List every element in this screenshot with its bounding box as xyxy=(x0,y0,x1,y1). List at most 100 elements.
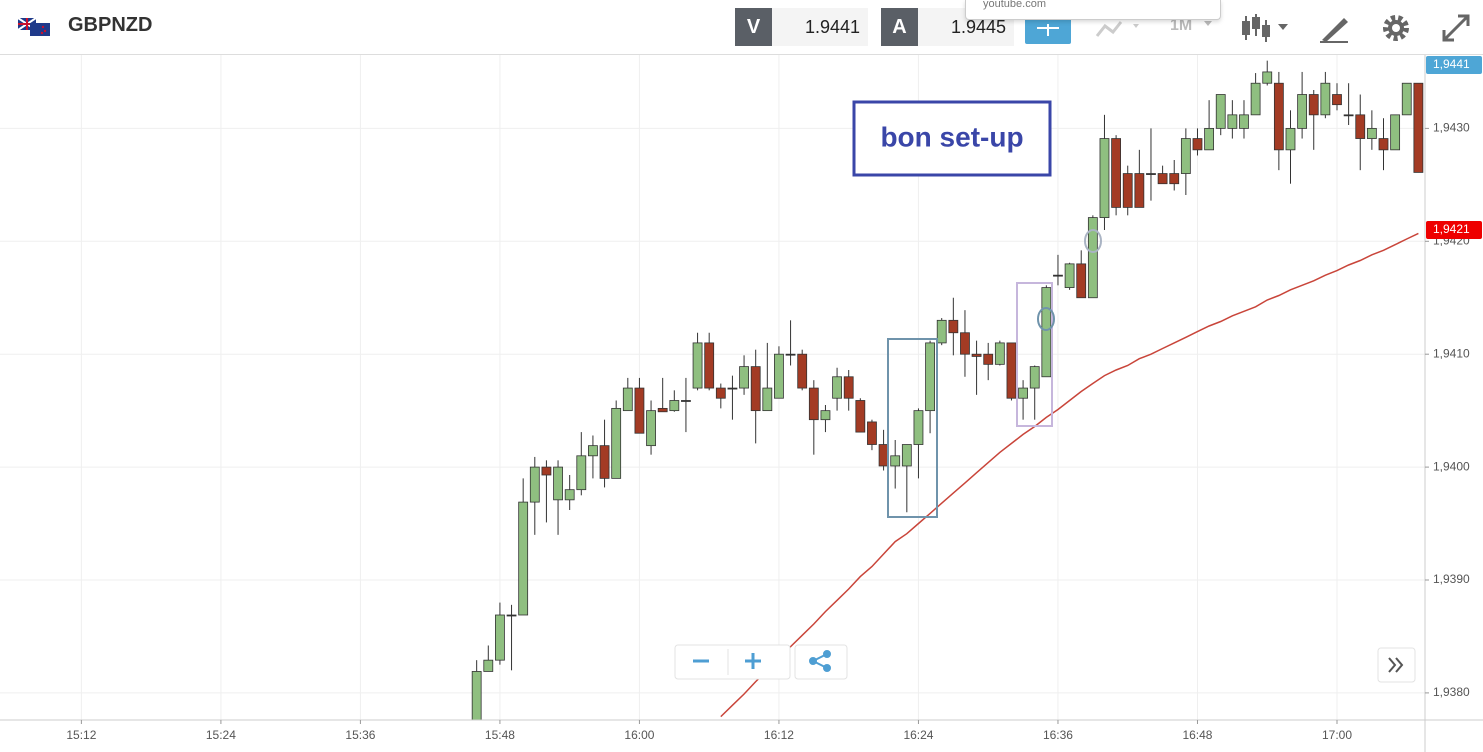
candle-body xyxy=(1215,94,1226,129)
candle-body xyxy=(1262,71,1273,84)
candle-body xyxy=(1029,366,1040,389)
candle-body xyxy=(867,421,877,445)
candle-body xyxy=(797,353,808,389)
candle-body xyxy=(1413,82,1424,173)
candle-body xyxy=(855,400,866,433)
candle-body xyxy=(1308,94,1319,116)
candle-body xyxy=(832,376,842,399)
candle-body xyxy=(890,455,901,467)
zoom-in[interactable] xyxy=(745,653,761,669)
x-tick-label: 15:12 xyxy=(66,728,96,742)
candle-body xyxy=(588,445,598,457)
x-tick-label: 16:36 xyxy=(1043,728,1073,742)
draw-button[interactable] xyxy=(1318,12,1350,44)
x-tick-label: 15:48 xyxy=(485,728,515,742)
candle-body xyxy=(1169,173,1180,185)
candle-body xyxy=(541,466,552,476)
moving-average xyxy=(720,232,1419,718)
candles-button[interactable] xyxy=(1240,12,1292,44)
candle-body xyxy=(960,332,970,355)
scroll-icon xyxy=(1388,657,1404,673)
price-tag xyxy=(1426,56,1482,74)
x-tick-label: 16:12 xyxy=(764,728,794,742)
candle-body xyxy=(808,387,819,421)
candle-body xyxy=(564,489,575,501)
candle-body xyxy=(471,671,482,720)
y-axis-panel xyxy=(1425,55,1483,720)
url-popup: youtube.com xyxy=(965,0,1221,20)
price-tag-label: 1,9421 xyxy=(1433,222,1470,236)
candle-body xyxy=(1355,114,1366,139)
share-icon xyxy=(809,650,831,672)
candle-body xyxy=(1332,94,1342,106)
x-tick-label: 16:48 xyxy=(1182,728,1212,742)
crosshair-button[interactable] xyxy=(1025,12,1071,44)
flag-icon xyxy=(18,18,50,36)
marker-circle xyxy=(1037,307,1055,331)
candle-body xyxy=(518,501,529,616)
candle-body xyxy=(774,353,784,399)
candle-body xyxy=(599,445,610,479)
timeframe-button[interactable]: 1M xyxy=(1170,17,1193,34)
candle-body xyxy=(1006,342,1017,399)
candle-body xyxy=(1366,127,1377,139)
candle-body xyxy=(1297,94,1308,129)
sell-price: 1.9441 xyxy=(772,8,868,46)
candle-body xyxy=(727,387,738,390)
candle-body xyxy=(1285,127,1296,151)
candle-body xyxy=(692,342,703,389)
candle-body xyxy=(1320,82,1331,116)
y-tick-label: 1,9380 xyxy=(1433,685,1470,699)
candle-body xyxy=(622,387,633,412)
candle-body xyxy=(1111,138,1121,208)
candle-body xyxy=(994,342,1005,365)
y-tick-label: 1,9390 xyxy=(1433,572,1470,586)
zoom-controls xyxy=(674,644,1416,683)
candle-body xyxy=(657,407,668,413)
candle-body xyxy=(971,353,982,357)
annotation: bon set-up xyxy=(880,121,1023,152)
price-tag-label: 1,9441 xyxy=(1433,57,1470,71)
setup-box xyxy=(1016,282,1053,427)
scroll-end-button[interactable] xyxy=(1377,647,1416,683)
sell-button[interactable]: V xyxy=(735,8,772,46)
candle-body xyxy=(483,659,494,672)
settings-button[interactable] xyxy=(1380,12,1412,44)
fullscreen-button[interactable] xyxy=(1440,12,1472,44)
candle-body xyxy=(762,387,773,412)
share-button[interactable] xyxy=(794,644,848,680)
y-tick-label: 1,9400 xyxy=(1433,459,1470,473)
axes: 1,93801,93901,94001,94101,94201,943015:1… xyxy=(0,55,1483,752)
zoom-group xyxy=(674,644,791,680)
candle-body xyxy=(1250,82,1261,116)
x-tick-label: 17:00 xyxy=(1322,728,1352,742)
y-tick-label: 1,9430 xyxy=(1433,121,1470,135)
marker-circle xyxy=(1084,229,1102,253)
setup-box xyxy=(887,338,938,518)
candle-body xyxy=(1343,114,1354,117)
chart-type-button[interactable] xyxy=(1095,16,1145,40)
drawings: bon set-up xyxy=(852,100,1102,518)
candle-body xyxy=(1041,287,1052,378)
plot-area xyxy=(471,60,1424,720)
candle-body xyxy=(715,387,726,399)
candle-body xyxy=(983,353,994,365)
candle-body xyxy=(1053,274,1063,277)
symbol: GBPNZD xyxy=(68,14,153,36)
candle-body xyxy=(611,407,622,479)
x-tick-label: 15:24 xyxy=(206,728,236,742)
candle-body xyxy=(576,455,587,491)
candle-body xyxy=(634,387,645,434)
buy-button[interactable]: A xyxy=(881,8,918,46)
candle-body xyxy=(785,353,796,356)
candle-body xyxy=(739,366,749,389)
candle-body xyxy=(1239,114,1249,129)
x-tick-label: 15:36 xyxy=(345,728,375,742)
dropdown-arrow xyxy=(1204,21,1212,26)
candle-body xyxy=(820,410,831,421)
candle-body xyxy=(1401,82,1412,116)
candle-body xyxy=(681,400,691,402)
candle-body xyxy=(1064,263,1075,288)
